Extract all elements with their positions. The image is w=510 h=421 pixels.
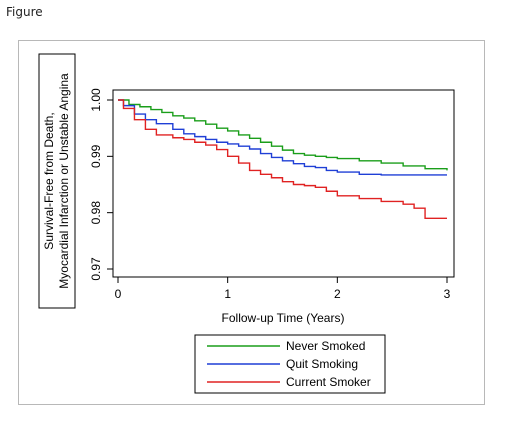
legend-label-never-smoked: Never Smoked: [286, 339, 365, 353]
figure-label: Figure: [6, 5, 43, 19]
y-axis-title-line-2: Myocardial Infarction or Unstable Angina: [57, 73, 71, 289]
x-tick-label: 2: [334, 287, 341, 301]
series-line-never-smoked: [118, 99, 448, 171]
y-axis-label-box: [38, 53, 76, 309]
legend-label-quit-smoking: Quit Smoking: [286, 357, 358, 371]
x-tick-label: 3: [444, 287, 451, 301]
y-tick-label: 0.97: [89, 257, 103, 281]
y-tick-label: 1.00: [89, 88, 103, 112]
y-tick-label: 0.99: [89, 144, 103, 168]
series-line-current-smoker: [118, 99, 447, 219]
y-tick-label: 0.98: [89, 201, 103, 225]
plot-area: [112, 89, 455, 278]
x-axis-title: Follow-up Time (Years): [222, 311, 345, 325]
series-line-quit-smoking: [118, 99, 447, 176]
legend-label-current-smoker: Current Smoker: [286, 375, 371, 389]
x-tick-label: 0: [115, 287, 122, 301]
y-axis-title-group: Survival-Free from Death, Myocardial Inf…: [42, 73, 71, 289]
figure-frame: [18, 40, 485, 405]
legend: Never Smoked Quit Smoking Current Smoker: [194, 334, 386, 394]
x-tick-label: 1: [224, 287, 231, 301]
y-axis-title-line-1: Survival-Free from Death,: [42, 112, 56, 249]
